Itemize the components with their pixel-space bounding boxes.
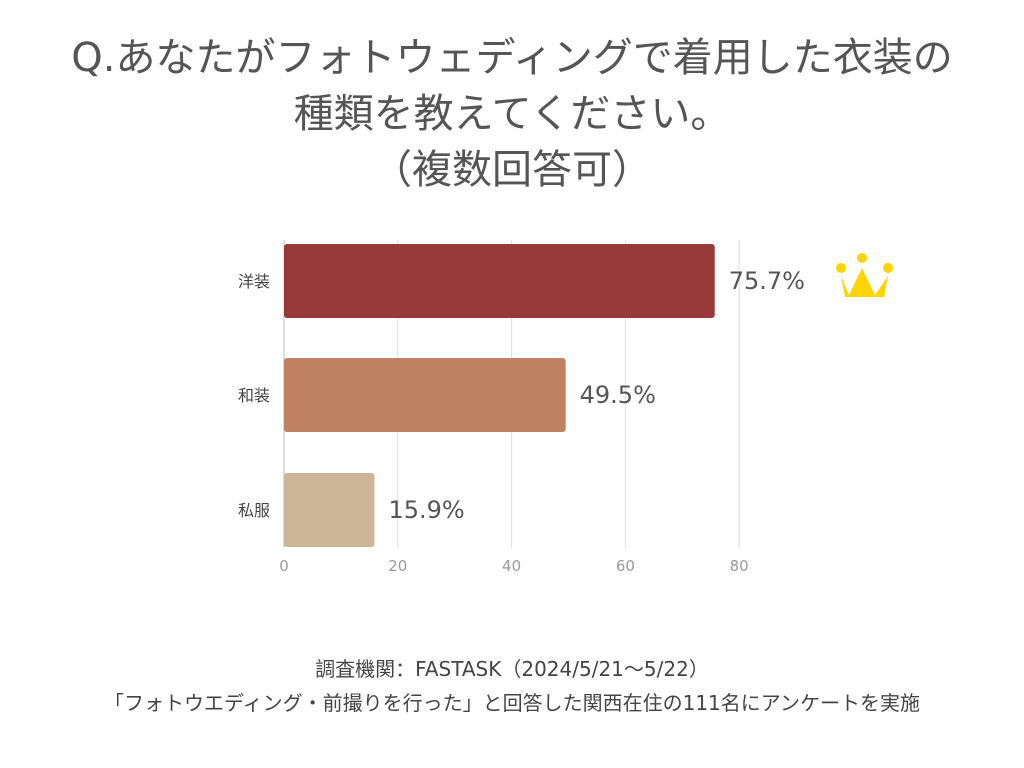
- category-label: 和装: [238, 386, 270, 405]
- title-line-1: Q.あなたがフォトウェディングで着用した衣装の: [71, 35, 953, 81]
- x-tick-label: 40: [502, 557, 521, 575]
- bar-2: [284, 473, 375, 547]
- bar-1: [284, 358, 566, 432]
- x-tick-label: 60: [616, 557, 635, 575]
- bar-layer: [284, 244, 715, 547]
- x-tick-label: 0: [279, 557, 289, 575]
- category-label: 私服: [238, 501, 270, 520]
- survey-footer: 調査機関：FASTASK（2024/5/21〜5/22） 「フォトウエディング・…: [0, 652, 1024, 720]
- survey-source: 調査機関：FASTASK（2024/5/21〜5/22）: [315, 657, 709, 681]
- label-layer: 0 20 40 60 80 洋装 75.7% 和装 49.5% 私服 15.9%: [238, 267, 805, 575]
- title-line-2: 種類を教えてください。: [293, 91, 731, 137]
- category-label: 洋装: [238, 272, 270, 291]
- crown-ball-center: [857, 253, 867, 263]
- crown-shape: [841, 268, 888, 297]
- value-label: 15.9%: [388, 496, 464, 524]
- chart-title: Q.あなたがフォトウェディングで着用した衣装の 種類を教えてください。 （複数回…: [0, 30, 1024, 198]
- crown-icon: [836, 253, 893, 297]
- crown-ball-right: [883, 263, 893, 273]
- bar-chart: 0 20 40 60 80 洋装 75.7% 和装 49.5% 私服 15.9%: [238, 240, 893, 575]
- bar-0: [284, 244, 715, 318]
- x-tick-label: 80: [730, 557, 749, 575]
- value-label: 75.7%: [729, 267, 805, 295]
- x-tick-label: 20: [388, 557, 407, 575]
- value-label: 49.5%: [580, 381, 656, 409]
- survey-note: 「フォトウエディング・前撮りを行った」と回答した関西在住の111名にアンケートを…: [104, 691, 920, 715]
- title-line-3: （複数回答可）: [372, 147, 652, 193]
- crown-ball-left: [836, 263, 846, 273]
